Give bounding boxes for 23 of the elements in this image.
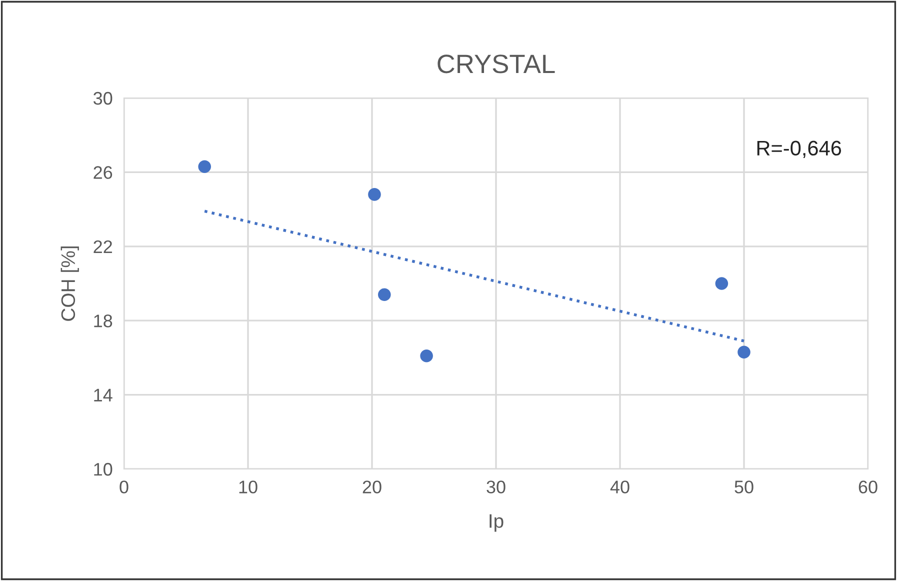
y-tick-label: 14 bbox=[94, 388, 112, 402]
x-tick-label: 50 bbox=[734, 480, 754, 494]
annotation: R=-0,646 bbox=[757, 140, 842, 158]
x-tick-label: 0 bbox=[120, 480, 128, 494]
point bbox=[198, 160, 211, 174]
point bbox=[738, 346, 750, 359]
x-tick-label: 40 bbox=[610, 480, 630, 494]
y-tick-label: 18 bbox=[94, 314, 112, 328]
x-tick-label: 10 bbox=[239, 480, 258, 494]
x-tick-label: 30 bbox=[486, 480, 506, 494]
chart-title: CRYSTAL bbox=[438, 54, 555, 74]
y-tick-label: 10 bbox=[94, 462, 112, 476]
x-tick-label: 60 bbox=[858, 480, 878, 494]
x-tick-label: 20 bbox=[362, 480, 382, 494]
y-tick-label: 26 bbox=[94, 166, 112, 179]
y-tick-label: 30 bbox=[93, 92, 112, 105]
point bbox=[368, 188, 381, 201]
point bbox=[715, 277, 728, 290]
point bbox=[420, 349, 433, 362]
point bbox=[378, 288, 391, 302]
y-tick-label: 22 bbox=[94, 240, 112, 253]
y-axis-title: COH [%] bbox=[60, 246, 79, 321]
x-axis-title: Ip bbox=[490, 514, 504, 532]
